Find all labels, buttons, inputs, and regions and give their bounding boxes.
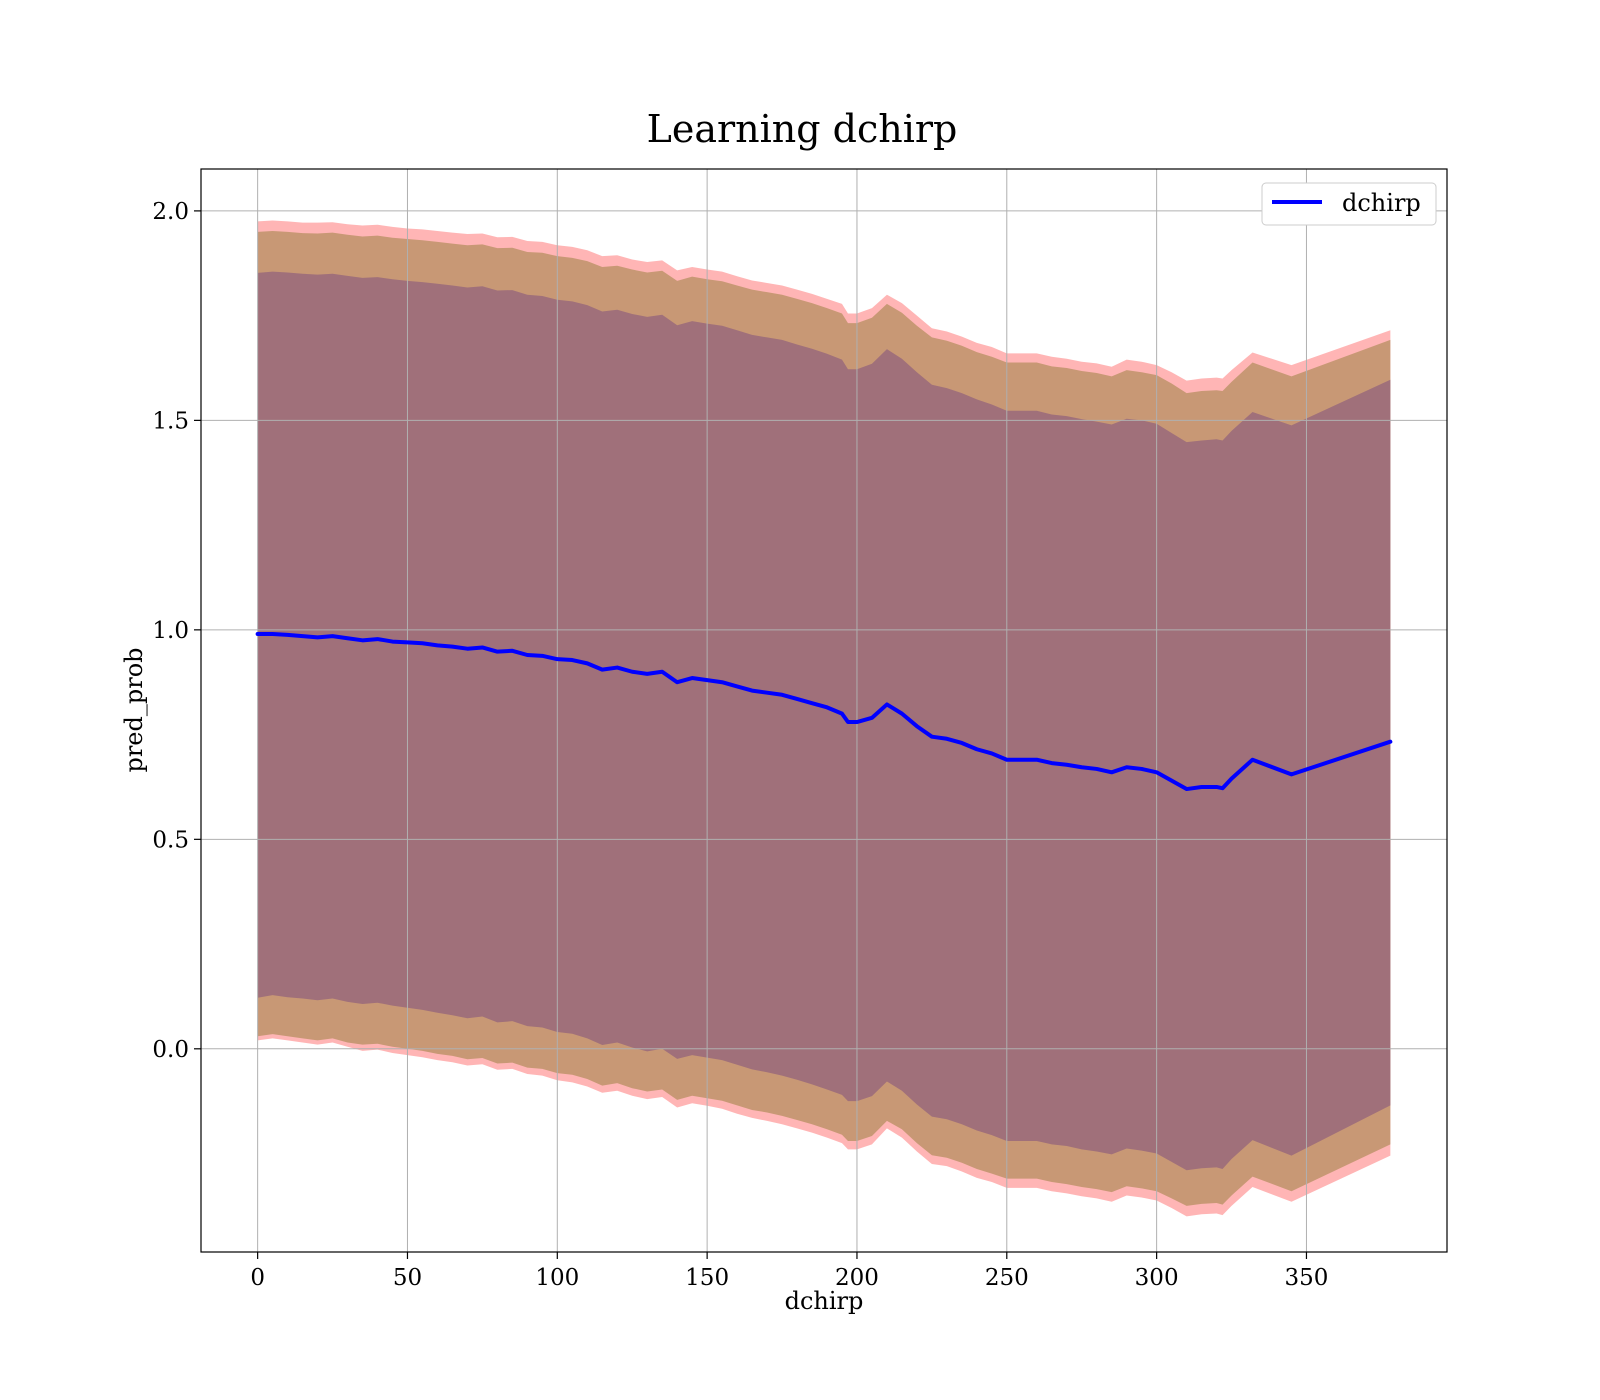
data-series (255, 632, 1393, 792)
confidence-band-3 (257, 271, 1391, 1171)
x-tick-label-0: 0 (250, 1265, 265, 1291)
x-tick-label-3: 150 (685, 1265, 729, 1291)
legend-box (1261, 182, 1437, 226)
confidence-bands (257, 220, 1391, 1217)
x-axis-ticks: 0 50 100 150 200 250 300 350 (250, 1252, 1328, 1291)
legend-label-dchirp: dchirp (1342, 189, 1421, 217)
y-axis-label: pred_prob (120, 647, 148, 772)
y-tick-label-3: 1.5 (152, 408, 189, 434)
y-tick-label-1: 0.5 (152, 827, 189, 853)
y-axis-ticks: 0.0 0.5 1.0 1.5 2.0 (152, 199, 201, 1063)
x-tick-label-2: 100 (535, 1265, 579, 1291)
x-axis-label: dchirp (785, 1287, 864, 1315)
gridlines (201, 169, 1447, 1252)
y-tick-label-4: 2.0 (152, 199, 189, 225)
x-tick-label-7: 350 (1285, 1265, 1329, 1291)
y-tick-label-2: 1.0 (152, 618, 189, 644)
plot-area (200, 168, 1448, 1253)
y-tick-label-0: 0.0 (152, 1037, 189, 1063)
x-tick-label-6: 300 (1135, 1265, 1179, 1291)
x-tick-label-1: 50 (393, 1265, 422, 1291)
legend: dchirp (1261, 182, 1437, 226)
x-tick-label-4: 200 (835, 1265, 879, 1291)
plot-frame (200, 168, 1448, 1253)
series-line-dchirp (255, 632, 1393, 792)
x-tick-label-5: 250 (985, 1265, 1029, 1291)
chart-title: Learning dchirp (647, 107, 958, 151)
